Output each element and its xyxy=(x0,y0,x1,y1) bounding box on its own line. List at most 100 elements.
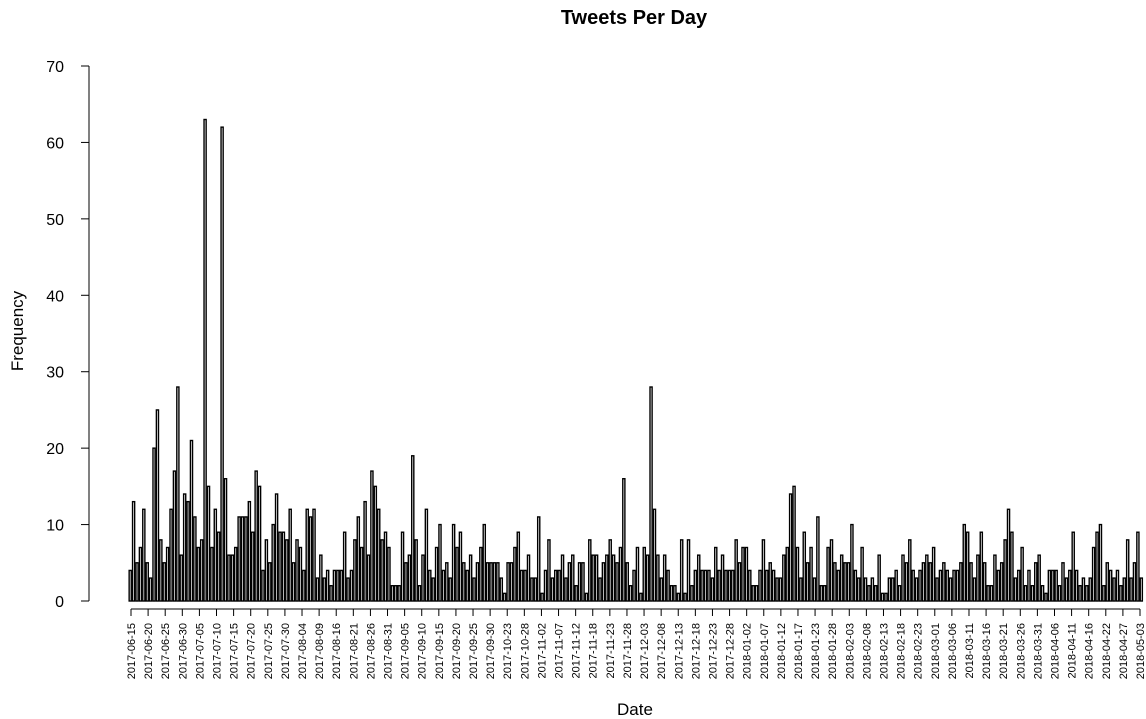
bar xyxy=(1088,577,1092,602)
bar xyxy=(635,546,640,602)
bar xyxy=(768,562,772,602)
bar xyxy=(778,577,783,602)
bar xyxy=(874,585,878,602)
bar xyxy=(169,508,173,602)
bar xyxy=(431,577,435,602)
bar xyxy=(826,546,830,602)
bar xyxy=(642,546,647,602)
bar xyxy=(625,562,629,602)
x-tick-label: 2017-11-12 xyxy=(571,623,583,678)
bar xyxy=(836,569,841,602)
bar xyxy=(519,569,524,602)
bar xyxy=(615,562,619,602)
bar xyxy=(482,523,487,602)
bar xyxy=(959,562,963,602)
bar xyxy=(741,546,745,602)
bar xyxy=(1034,562,1038,602)
bar xyxy=(506,562,510,602)
bar xyxy=(264,539,269,602)
x-tick-label: 2018-04-11 xyxy=(1067,623,1079,678)
x-tick-label: 2017-06-15 xyxy=(126,623,138,679)
bar xyxy=(363,500,367,602)
bar xyxy=(1051,569,1055,602)
bar xyxy=(257,485,262,602)
bar xyxy=(1057,585,1062,602)
x-tick-label: 2017-11-02 xyxy=(536,623,548,678)
bar xyxy=(1098,523,1103,602)
bar xyxy=(468,554,473,602)
x-tick-label: 2017-06-30 xyxy=(177,623,189,679)
bar xyxy=(707,569,711,602)
bar xyxy=(271,523,275,602)
bar xyxy=(176,386,180,602)
bar xyxy=(976,554,980,602)
bar xyxy=(846,562,851,602)
bar xyxy=(373,485,378,602)
bar xyxy=(329,585,333,602)
bar xyxy=(513,546,517,602)
bar xyxy=(268,562,272,602)
bar xyxy=(914,577,919,602)
x-tick-label: 2017-12-03 xyxy=(639,623,651,679)
bar xyxy=(850,523,854,602)
bar xyxy=(853,569,858,602)
bar xyxy=(1129,577,1133,602)
bar xyxy=(608,539,612,602)
x-tick-label: 2018-03-01 xyxy=(930,623,942,679)
x-tick-label: 2018-02-08 xyxy=(861,623,873,679)
chart-title: Tweets Per Day xyxy=(561,7,708,29)
bar xyxy=(605,554,609,602)
bar xyxy=(526,554,531,602)
bar xyxy=(795,546,800,602)
x-tick-label: 2017-07-30 xyxy=(280,623,292,679)
bar xyxy=(445,562,449,602)
bar xyxy=(131,500,136,602)
bar xyxy=(342,531,347,602)
bar xyxy=(227,554,231,602)
bar xyxy=(216,531,221,602)
bar xyxy=(856,577,861,602)
bar xyxy=(196,546,201,602)
bar xyxy=(547,539,551,602)
bar xyxy=(588,539,592,602)
bar xyxy=(142,508,146,602)
bar xyxy=(1091,546,1096,602)
x-tick-label: 2017-11-07 xyxy=(554,623,566,678)
x-tick-label: 2017-09-30 xyxy=(485,623,497,679)
bar xyxy=(387,546,391,602)
bar xyxy=(400,531,405,602)
bar xyxy=(492,562,497,602)
bar xyxy=(758,569,762,602)
bar xyxy=(1068,569,1072,602)
bar xyxy=(479,546,483,602)
bar xyxy=(829,539,834,602)
y-tick-label: 70 xyxy=(46,59,64,76)
bar xyxy=(390,585,395,602)
bar xyxy=(1112,577,1116,602)
x-tick-label: 2018-01-23 xyxy=(810,623,822,679)
bar xyxy=(669,585,674,602)
bar xyxy=(353,539,357,602)
bar xyxy=(448,577,452,602)
bar xyxy=(455,546,459,602)
x-tick-label: 2017-12-13 xyxy=(673,623,685,679)
y-tick-label: 60 xyxy=(46,135,64,152)
bar xyxy=(679,539,684,602)
bar xyxy=(155,409,160,602)
bar xyxy=(233,546,238,602)
bar xyxy=(339,569,344,602)
bar xyxy=(536,516,541,602)
bar xyxy=(799,577,803,602)
bar xyxy=(278,531,282,602)
bar xyxy=(662,554,667,602)
bar xyxy=(1081,577,1086,602)
bar xyxy=(577,562,582,602)
bar xyxy=(628,585,633,602)
x-tick-label: 2017-09-20 xyxy=(451,623,463,679)
bar xyxy=(938,569,943,602)
bar xyxy=(237,516,241,602)
bar xyxy=(302,569,306,602)
bar xyxy=(908,539,912,602)
bar xyxy=(676,592,681,602)
